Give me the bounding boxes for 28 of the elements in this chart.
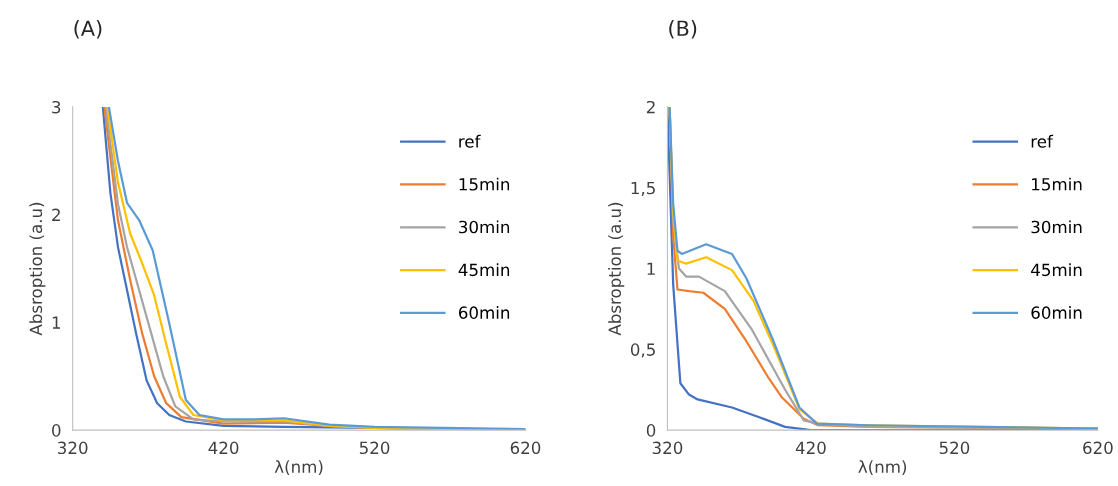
y-tick-label: 2	[646, 100, 655, 114]
y-tick-label: 1	[647, 262, 655, 275]
x-tick-label: 620	[510, 441, 541, 455]
y-axis-title: Absroption (a.u)	[608, 202, 625, 336]
y-tick-label: 2	[52, 208, 60, 221]
x-tick-label: 320	[58, 441, 88, 455]
x-axis-title: λ(nm)	[858, 460, 907, 475]
x-tick-label: 520	[359, 441, 390, 455]
x-tick-label: 620	[1083, 441, 1113, 455]
legend-label: ref	[459, 134, 481, 148]
chart-title: (A)	[74, 20, 102, 39]
y-tick-label: 1	[52, 316, 61, 329]
y-tick-label: 3	[52, 100, 61, 114]
y-tick-label: 1,5	[631, 181, 655, 196]
x-axis-title: λ(nm)	[274, 460, 323, 475]
y-tick-label: 0	[646, 424, 656, 437]
y-tick-label: 0	[52, 424, 61, 437]
y-tick-label: 0,5	[630, 343, 655, 358]
legend-label: 60min	[458, 306, 510, 319]
legend-label: 15min	[459, 177, 510, 191]
x-tick-label: 520	[939, 441, 970, 455]
x-tick-label: 320	[652, 441, 683, 455]
legend-label: 30min	[459, 220, 510, 234]
x-tick-label: 420	[208, 441, 239, 455]
x-tick-label: 420	[795, 441, 826, 455]
legend-label: 45min	[458, 263, 510, 277]
y-axis-title: Absroption (a.u)	[29, 202, 46, 336]
chart-title: (B)	[669, 20, 697, 39]
